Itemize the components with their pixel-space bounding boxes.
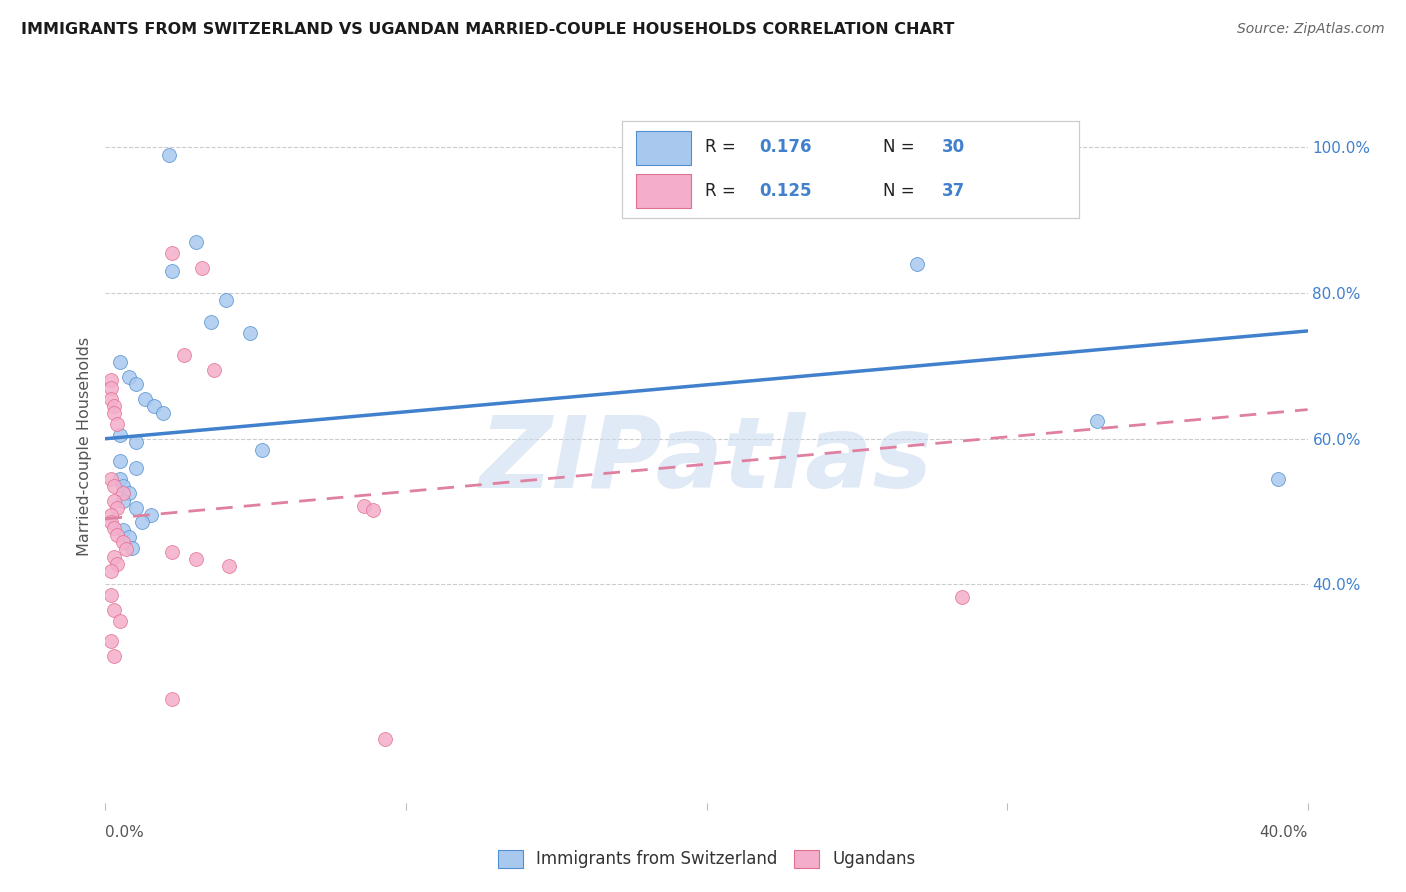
Point <box>184 552 207 566</box>
Point <box>103 549 125 564</box>
Text: N =: N = <box>883 138 920 156</box>
Point <box>115 542 138 557</box>
Point <box>1267 472 1289 486</box>
Point <box>100 374 122 388</box>
Point <box>100 634 122 648</box>
Point <box>214 293 236 308</box>
Point <box>121 541 143 555</box>
Text: 0.125: 0.125 <box>759 182 811 200</box>
Point <box>100 516 122 530</box>
Point <box>118 369 141 384</box>
Point <box>118 486 141 500</box>
Text: R =: R = <box>704 182 741 200</box>
Point <box>112 479 135 493</box>
Point <box>118 530 141 544</box>
Point <box>200 315 222 329</box>
Point <box>160 544 183 558</box>
Point <box>112 486 135 500</box>
Point <box>124 500 146 515</box>
Point <box>160 692 183 706</box>
Point <box>134 392 156 406</box>
Point <box>1085 413 1108 427</box>
Text: 0.0%: 0.0% <box>105 825 145 840</box>
Point <box>374 732 396 747</box>
FancyBboxPatch shape <box>636 131 690 165</box>
Point <box>152 406 174 420</box>
Y-axis label: Married-couple Households: Married-couple Households <box>76 336 91 556</box>
Text: IMMIGRANTS FROM SWITZERLAND VS UGANDAN MARRIED-COUPLE HOUSEHOLDS CORRELATION CHA: IMMIGRANTS FROM SWITZERLAND VS UGANDAN M… <box>21 22 955 37</box>
Point <box>160 264 183 278</box>
Legend: Immigrants from Switzerland, Ugandans: Immigrants from Switzerland, Ugandans <box>489 841 924 877</box>
Point <box>110 428 132 442</box>
Text: 40.0%: 40.0% <box>1260 825 1308 840</box>
Point <box>100 472 122 486</box>
Point <box>905 257 928 271</box>
Point <box>100 564 122 578</box>
Point <box>110 614 132 628</box>
Point <box>103 603 125 617</box>
Point <box>103 520 125 534</box>
Point <box>124 377 146 392</box>
Point <box>112 493 135 508</box>
Point <box>950 590 973 604</box>
Text: 0.176: 0.176 <box>759 138 811 156</box>
Point <box>131 516 153 530</box>
Point <box>124 460 146 475</box>
Point <box>112 535 135 549</box>
Point <box>103 479 125 493</box>
Point <box>353 499 375 513</box>
Text: 37: 37 <box>942 182 966 200</box>
Text: N =: N = <box>883 182 920 200</box>
Point <box>361 503 384 517</box>
Point <box>110 472 132 486</box>
Point <box>157 147 180 161</box>
Point <box>160 246 183 260</box>
Point <box>250 442 273 457</box>
Point <box>190 260 212 275</box>
Point <box>100 588 122 602</box>
Text: 30: 30 <box>942 138 966 156</box>
Point <box>103 648 125 663</box>
Point <box>112 523 135 537</box>
Point <box>110 453 132 467</box>
Point <box>100 381 122 395</box>
Point <box>103 406 125 420</box>
Point <box>103 493 125 508</box>
Point <box>239 326 262 340</box>
Point <box>218 559 240 574</box>
Point <box>107 500 129 515</box>
Point <box>100 508 122 523</box>
Text: Source: ZipAtlas.com: Source: ZipAtlas.com <box>1237 22 1385 37</box>
Point <box>107 557 129 571</box>
Point <box>103 399 125 413</box>
FancyBboxPatch shape <box>636 174 690 208</box>
Point <box>100 392 122 406</box>
Point <box>110 355 132 369</box>
Point <box>202 362 225 376</box>
Point <box>142 399 165 413</box>
Text: ZIPatlas: ZIPatlas <box>479 412 934 508</box>
Point <box>107 528 129 542</box>
Point <box>139 508 162 523</box>
Point <box>107 417 129 432</box>
Text: R =: R = <box>704 138 741 156</box>
Point <box>184 235 207 249</box>
Point <box>173 348 195 362</box>
Point <box>124 435 146 450</box>
